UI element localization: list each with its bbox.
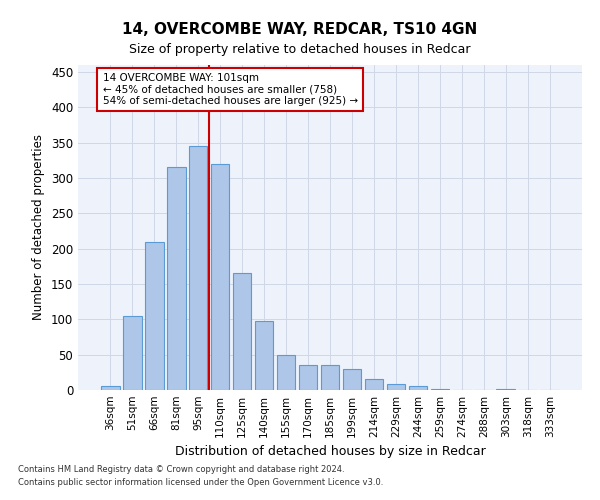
Bar	[233, 274, 251, 390]
Text: Contains HM Land Registry data © Crown copyright and database right 2024.: Contains HM Land Registry data © Crown c…	[18, 466, 344, 474]
Bar	[409, 386, 427, 390]
Bar	[386, 384, 405, 390]
Text: Size of property relative to detached houses in Redcar: Size of property relative to detached ho…	[129, 42, 471, 56]
Bar	[167, 168, 185, 390]
Bar	[365, 380, 383, 390]
Y-axis label: Number of detached properties: Number of detached properties	[32, 134, 46, 320]
X-axis label: Distribution of detached houses by size in Redcar: Distribution of detached houses by size …	[175, 446, 485, 458]
Text: Contains public sector information licensed under the Open Government Licence v3: Contains public sector information licen…	[18, 478, 383, 487]
Bar	[343, 369, 361, 390]
Bar	[299, 366, 317, 390]
Bar	[211, 164, 229, 390]
Bar	[123, 316, 142, 390]
Bar	[145, 242, 164, 390]
Bar	[320, 366, 340, 390]
Bar	[255, 322, 274, 390]
Bar	[431, 388, 449, 390]
Text: 14 OVERCOMBE WAY: 101sqm
← 45% of detached houses are smaller (758)
54% of semi-: 14 OVERCOMBE WAY: 101sqm ← 45% of detach…	[103, 73, 358, 106]
Text: 14, OVERCOMBE WAY, REDCAR, TS10 4GN: 14, OVERCOMBE WAY, REDCAR, TS10 4GN	[122, 22, 478, 38]
Bar	[101, 386, 119, 390]
Bar	[189, 146, 208, 390]
Bar	[277, 354, 295, 390]
